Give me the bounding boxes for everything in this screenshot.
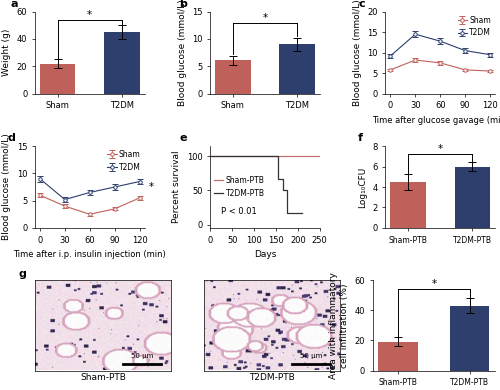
T2DM-PTB [284,211,290,215]
Text: a: a [11,0,18,9]
Text: 50 μm: 50 μm [300,353,322,359]
Y-axis label: Percent survival: Percent survival [172,151,182,223]
X-axis label: Time after i.p. insulin injection (min): Time after i.p. insulin injection (min) [14,250,166,259]
Y-axis label: Blood glucose (mmol/L): Blood glucose (mmol/L) [353,0,362,106]
Y-axis label: Blood glucose (mmol/L): Blood glucose (mmol/L) [2,134,12,240]
Text: T2DM-PTB: T2DM-PTB [249,372,294,381]
Text: *: * [262,12,268,23]
Bar [104,32,140,94]
Bar [450,306,490,370]
T2DM-PTB [275,177,281,181]
Text: c: c [358,0,364,9]
Y-axis label: Log₁₀CFU: Log₁₀CFU [358,167,367,207]
Legend: Sham-PTB, T2DM-PTB: Sham-PTB, T2DM-PTB [214,176,264,198]
Text: *: * [438,144,443,154]
X-axis label: Time after glucose gavage (min): Time after glucose gavage (min) [372,116,500,125]
T2DM-PTB [299,211,305,215]
Y-axis label: Weight (g): Weight (g) [2,29,11,76]
Bar [378,342,418,370]
Text: *: * [432,279,436,289]
Bar [280,44,315,94]
Bar [215,60,250,94]
Text: d: d [8,133,16,143]
Y-axis label: Blood glucose (mmol/L): Blood glucose (mmol/L) [178,0,186,106]
T2DM-PTB [284,188,290,193]
Bar [454,167,490,228]
Text: *: * [149,182,154,192]
Text: P < 0.01: P < 0.01 [221,207,257,216]
T2DM-PTB [280,188,285,193]
Legend: Sham, T2DM: Sham, T2DM [458,16,491,37]
X-axis label: Days: Days [254,250,276,259]
Bar [40,64,76,94]
T2DM-PTB [275,154,281,159]
Text: e: e [180,133,187,143]
Text: b: b [180,0,188,9]
Text: Sham-PTB: Sham-PTB [80,372,126,381]
T2DM-PTB [207,154,213,159]
T2DM-PTB [280,177,285,181]
Text: g: g [18,269,26,279]
Legend: Sham, T2DM: Sham, T2DM [108,150,140,172]
Text: *: * [87,10,92,20]
Text: f: f [358,133,363,143]
Text: 50 μm: 50 μm [131,353,154,359]
Line: T2DM-PTB: T2DM-PTB [210,156,302,213]
Bar [390,182,426,228]
Y-axis label: Area with inflammatory
cell infiltration (%): Area with inflammatory cell infiltration… [330,272,349,379]
